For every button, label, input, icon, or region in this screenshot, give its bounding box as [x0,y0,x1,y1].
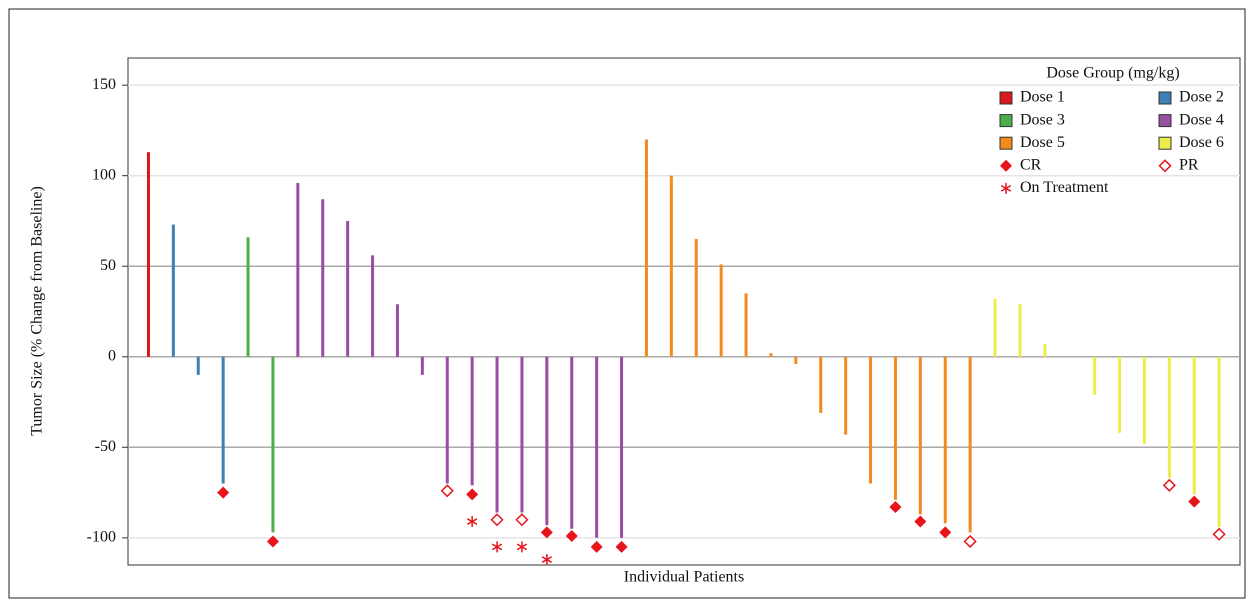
legend-label: Dose 2 [1179,89,1224,106]
bar [893,356,897,500]
bar [794,356,798,365]
bar [719,264,723,357]
pr-marker [1212,527,1226,541]
legend-marker [1000,159,1012,172]
pr-marker [490,513,504,527]
legend-title: Dose Group (mg/kg) [1046,65,1179,82]
legend-label: Dose 5 [1020,134,1065,151]
y-tick-label: 100 [92,166,116,183]
y-tick-label: -100 [87,529,116,546]
legend-swatch [1158,114,1172,128]
cr-marker [590,540,603,553]
bar [495,356,499,513]
treatment-marker [516,541,528,553]
frame [8,8,1246,599]
bar [1043,344,1047,357]
bar [296,182,300,357]
cr-marker [565,530,578,543]
legend-label: CR [1020,156,1042,173]
x-axis-label: Individual Patients [624,569,744,586]
bar [271,356,275,533]
bar [520,356,524,513]
legend-label: PR [1179,156,1199,173]
cr-marker [466,488,479,501]
legend-swatch [999,91,1013,105]
pr-marker [963,534,977,549]
bar [943,356,947,524]
legend-label: Dose 3 [1020,111,1065,128]
cr-marker [266,535,279,548]
treatment-marker [491,541,503,553]
treatment-marker [541,554,553,566]
bar [321,199,325,357]
bar [1118,356,1122,433]
y-tick-label: -50 [95,438,116,455]
legend-label: Dose 1 [1020,89,1065,106]
bar [769,353,773,357]
bar [620,356,624,538]
y-tick-label: 50 [100,257,116,274]
pr-marker [440,484,454,498]
bar [570,356,574,529]
bar [445,356,449,484]
bar [470,356,474,486]
y-axis-label: Tumor Size (% Change from Baseline) [29,186,46,436]
cr-marker [540,526,553,539]
bar [993,298,997,357]
bar [869,356,873,484]
bar [221,356,225,484]
bar [669,175,673,357]
plot-area [127,57,1241,566]
pr-marker [515,513,529,527]
bar [1217,356,1221,527]
bar [1093,356,1097,395]
cr-marker [615,540,628,553]
bar [346,220,350,357]
bar [1167,356,1171,479]
bar [246,237,250,357]
legend-label: On Treatment [1020,179,1109,196]
cr-marker [914,515,927,528]
legend-swatch [999,136,1013,150]
bar [644,139,648,357]
bar [371,255,375,357]
legend-label: Dose 4 [1179,111,1224,128]
cr-marker [1188,495,1201,508]
bar [1018,304,1022,357]
cr-marker [217,486,230,499]
cr-marker [939,526,952,539]
bar [595,356,599,538]
cr-marker [889,501,902,514]
bar [844,356,848,435]
bar [744,293,748,357]
pr-marker [1162,478,1176,492]
bar [918,356,922,515]
bar [694,239,698,357]
bar [819,356,823,413]
bar [420,356,424,375]
bar [968,356,972,533]
y-tick-label: 0 [108,347,116,364]
legend-label: Dose 6 [1179,134,1224,151]
treatment-marker [466,516,478,528]
bar [196,356,200,375]
bar [1192,356,1196,495]
bar [395,304,399,357]
legend-marker [1000,182,1012,194]
legend-swatch [1158,91,1172,105]
legend-swatch [1158,136,1172,150]
bar [146,152,150,357]
bar [171,224,175,357]
legend-marker [1158,159,1172,173]
legend-swatch [999,114,1013,128]
bar [1142,356,1146,444]
bar [545,356,549,526]
y-tick-label: 150 [92,76,116,93]
